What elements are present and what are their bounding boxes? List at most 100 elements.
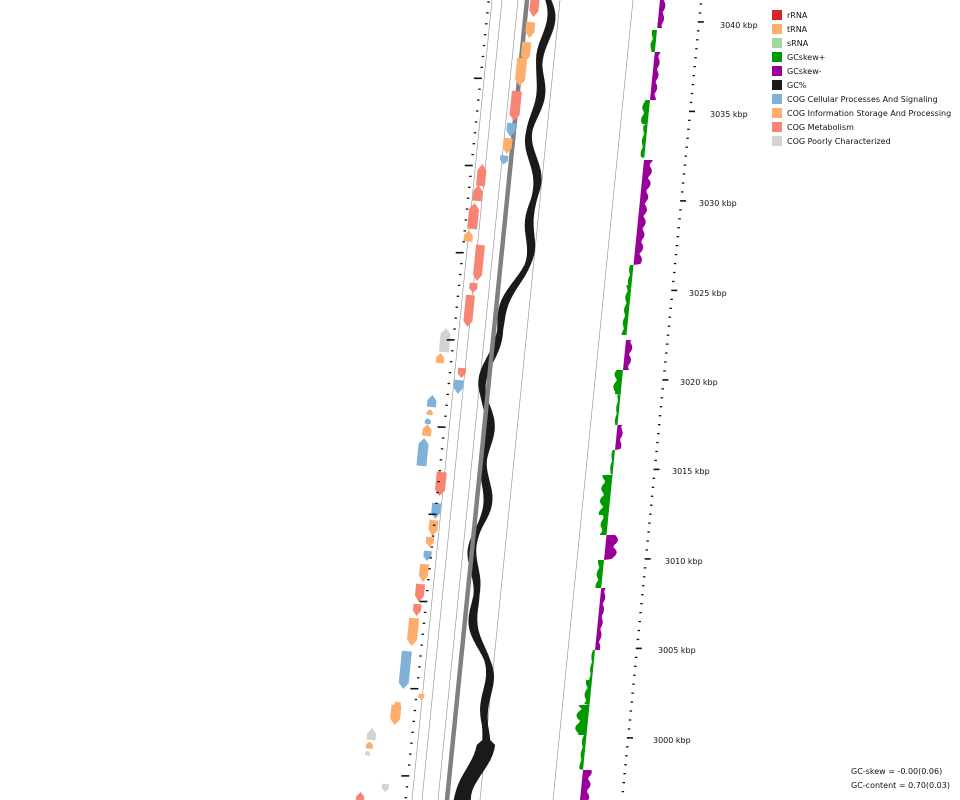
legend-label-srna: sRNA: [787, 38, 809, 48]
ruler-label-3020: 3020 kbp: [680, 378, 718, 387]
ruler-label-3035: 3035 kbp: [710, 110, 748, 119]
legend-swatch-gcskew-plus: [772, 52, 782, 62]
gc-skew-track: [575, 0, 666, 800]
gc-content-plot: [453, 0, 556, 800]
gene-feature-9: [472, 185, 483, 202]
legend-item-gcskew-minus: GCskew-: [772, 64, 951, 78]
gene-feature-3: [515, 57, 528, 86]
feature-track: [355, 0, 540, 800]
legend-item-cog-information: COG Information Storage And Processing: [772, 106, 951, 120]
legend-item-srna: sRNA: [772, 36, 951, 50]
gene-feature-38: [365, 741, 374, 749]
legend-label-gcskew-minus: GCskew-: [787, 66, 822, 76]
legend-label-trna: tRNA: [787, 24, 808, 34]
legend-label-cog-metabolism: COG Metabolism: [787, 122, 854, 132]
legend-label-gc-content: GC%: [787, 80, 807, 90]
legend-label-rrna: rRNA: [787, 10, 808, 20]
gc-skew-minus-block-12: [615, 425, 623, 450]
legend-item-gcskew-plus: GCskew+: [772, 50, 951, 64]
gc-skew-minus-block-23: [580, 770, 592, 800]
legend-item-gc-content: GC%: [772, 78, 951, 92]
gc-skew-minus-block-2: [650, 52, 661, 100]
gene-feature-20: [426, 409, 433, 416]
gc-skew-plus-block-4: [640, 125, 648, 158]
guide-line-3: [479, 0, 561, 800]
gc-skew-plus-block-15: [599, 515, 609, 535]
gene-feature-17: [457, 367, 467, 378]
ruler-label-3015: 3015 kbp: [672, 467, 710, 476]
gc-skew-plus-block-7: [627, 265, 634, 285]
statistics: GC-skew = -0.00(0.06) GC-content = 0.70(…: [851, 765, 950, 793]
gene-feature-18: [453, 379, 464, 394]
gc-skew-plus-block-10: [613, 370, 623, 395]
gene-feature-7: [499, 155, 509, 165]
legend-swatch-rrna: [772, 10, 782, 20]
gc-skew-plus-block-22: [579, 735, 587, 770]
gene-feature-10: [467, 203, 480, 230]
gene-feature-14: [463, 294, 475, 327]
genome-backbone: [444, 0, 530, 800]
legend-swatch-gcskew-minus: [772, 66, 782, 76]
gene-feature-34: [418, 693, 425, 700]
ruler-ticks: [401, 1, 704, 799]
gc-skew-plus-block-17: [595, 560, 604, 588]
guide-line-1: [421, 0, 503, 800]
ruler-labels: 3040 kbp 3035 kbp 3030 kbp 3025 kbp 3020…: [653, 21, 758, 745]
ruler-label-3040: 3040 kbp: [720, 21, 758, 30]
gc-skew-minus-block-0: [657, 0, 666, 28]
gene-feature-27: [425, 536, 435, 547]
gc-content-stat: GC-content = 0.70(0.03): [851, 781, 950, 790]
gene-feature-11: [463, 230, 473, 242]
legend-swatch-srna: [772, 38, 782, 48]
gene-feature-26: [428, 519, 439, 536]
guide-line-2: [437, 0, 519, 800]
gene-feature-24: [435, 471, 447, 496]
gc-skew-minus-block-9: [623, 340, 633, 370]
ruler-label-3010: 3010 kbp: [665, 557, 703, 566]
gc-content-track: [453, 0, 556, 800]
gene-feature-29: [418, 563, 430, 582]
legend-item-cog-poorly: COG Poorly Characterized: [772, 134, 951, 148]
gene-feature-6: [502, 137, 513, 154]
guide-line-4: [552, 0, 634, 800]
gene-feature-2: [520, 41, 532, 62]
gc-skew-plus-block-3: [641, 100, 650, 125]
gene-feature-19: [426, 395, 437, 408]
gene-feature-1: [525, 21, 536, 38]
gene-feature-13: [469, 282, 478, 293]
legend-swatch-gc-content: [772, 80, 782, 90]
guide-line-0: [411, 0, 493, 800]
gene-feature-39: [364, 750, 371, 756]
legend-swatch-cog-metabolism: [772, 122, 782, 132]
legend-item-cog-cellular: COG Cellular Processes And Signaling: [772, 92, 951, 106]
ruler-label-3030: 3030 kbp: [699, 199, 737, 208]
gene-feature-8: [475, 164, 487, 187]
gene-feature-22: [421, 424, 432, 437]
gene-feature-30: [414, 583, 426, 602]
gene-feature-37: [366, 728, 377, 741]
gc-skew-minus-block-6: [633, 190, 649, 265]
gene-feature-28: [423, 550, 432, 561]
gene-feature-12: [473, 244, 485, 281]
gc-skew-plus-block-19: [589, 650, 595, 680]
legend-swatch-trna: [772, 24, 782, 34]
gc-skew-minus-block-18: [595, 588, 606, 650]
gene-feature-21: [424, 418, 431, 425]
gc-skew-minus-block-5: [641, 160, 653, 190]
gene-feature-16: [435, 353, 445, 364]
gene-feature-0: [529, 0, 540, 17]
gene-feature-15: [438, 328, 451, 353]
gc-skew-plus-block-1: [650, 30, 657, 52]
track-guide-lines: [411, 0, 634, 800]
gc-skew-plus-block-8: [621, 285, 632, 335]
legend-label-gcskew-plus: GCskew+: [787, 52, 826, 62]
gc-skew-plus-block-11: [614, 395, 621, 425]
legend-label-cog-information: COG Information Storage And Processing: [787, 108, 952, 118]
legend-swatch-cog-poorly: [772, 136, 782, 146]
gene-feature-40: [381, 783, 390, 792]
gene-feature-41: [355, 792, 365, 800]
legend-label-cog-cellular: COG Cellular Processes And Signaling: [787, 94, 938, 104]
genome-backbone-line: [444, 0, 530, 800]
ruler-label-3025: 3025 kbp: [689, 289, 727, 298]
gc-skew-stat: GC-skew = -0.00(0.06): [851, 767, 943, 776]
